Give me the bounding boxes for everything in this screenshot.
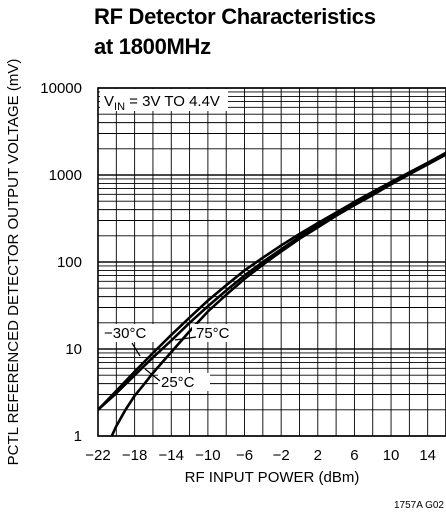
x-tick-label: 2 (314, 447, 322, 464)
x-tick-label: −10 (195, 447, 220, 464)
x-tick-label: 14 (419, 447, 436, 464)
leader-25c (144, 368, 161, 382)
figure-id: 1757A G02 (393, 500, 444, 511)
x-tick-label: −2 (273, 447, 290, 464)
x-tick-labels: −22 −18 −14 −10 −6 −2 2 6 10 14 (85, 447, 436, 464)
series-label-75c: 75°C (196, 325, 230, 342)
chart-title-line1: RF Detector Characteristics (94, 4, 376, 29)
x-tick-label: −14 (159, 447, 184, 464)
series-label-25c: 25°C (161, 374, 195, 391)
plot-frame (97, 87, 446, 437)
vin-annotation-bg (100, 89, 228, 111)
y-tick-labels: 1 10 100 1000 10000 (40, 80, 82, 445)
y-tick-label: 1000 (49, 167, 82, 184)
label-bg-75c (192, 324, 234, 342)
label-bg-m30c (102, 324, 160, 342)
y-tick-label: 100 (57, 254, 82, 271)
y-axis-label: PCTL REFERENCED DETECTOR OUTPUT VOLTAGE … (5, 59, 22, 466)
x-tick-label: 6 (350, 447, 358, 464)
x-tick-label: 10 (383, 447, 400, 464)
x-axis-label: RF INPUT POWER (dBm) (185, 469, 360, 486)
y-tick-label: 10 (65, 341, 82, 358)
vin-annotation: VIN = 3V TO 4.4V (104, 93, 220, 113)
grid (97, 87, 446, 437)
x-tick-label: −6 (236, 447, 253, 464)
leader-75c (174, 336, 197, 341)
y-tick-label: 1 (74, 428, 82, 445)
plot-border (97, 87, 446, 437)
leader-m30c (131, 342, 141, 357)
series-line-2 (110, 153, 446, 436)
y-tick-label: 10000 (40, 80, 82, 97)
x-tick-label: −18 (122, 447, 147, 464)
label-bg-25c (158, 373, 210, 391)
series-label-m30c: −30°C (104, 325, 146, 342)
x-tick-label: −22 (85, 447, 110, 464)
curves (98, 151, 446, 436)
chart-title-line2: at 1800MHz (94, 34, 211, 59)
